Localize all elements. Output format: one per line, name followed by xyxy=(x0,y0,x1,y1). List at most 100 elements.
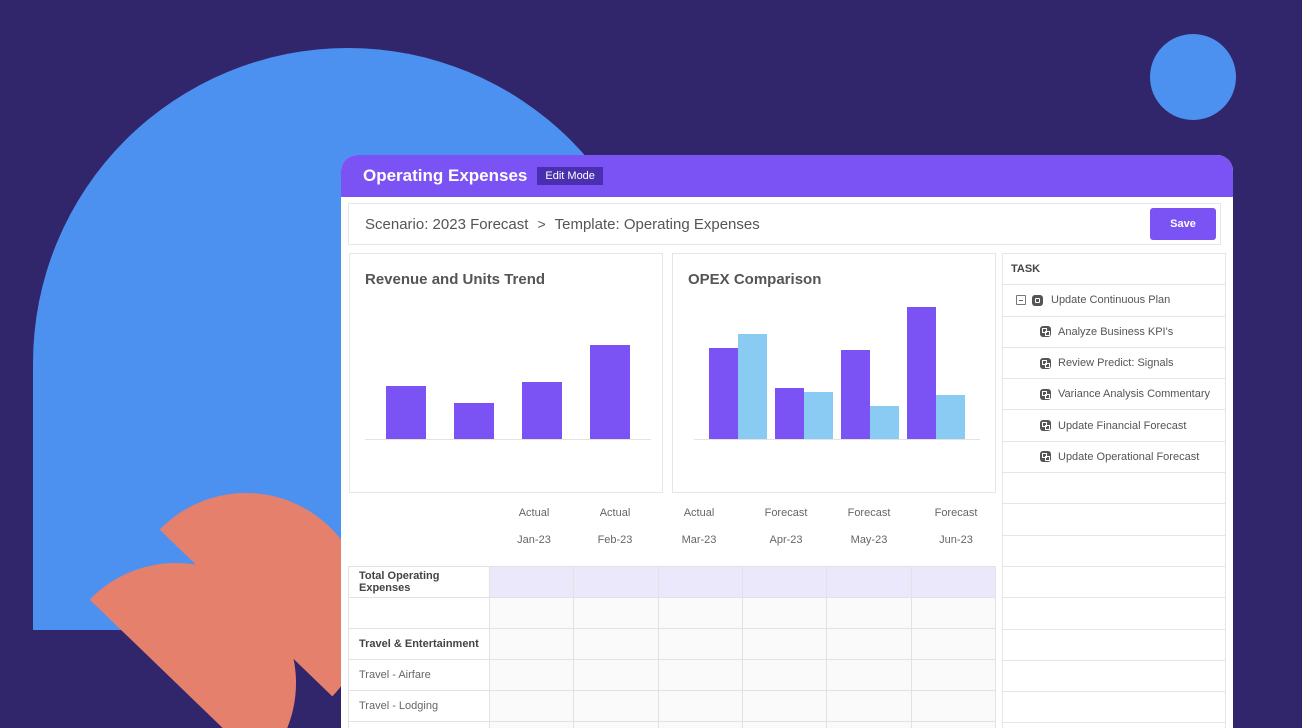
grid-cell[interactable] xyxy=(741,659,828,691)
chart-bar[interactable] xyxy=(454,403,494,439)
column-period: Feb-23 xyxy=(597,534,633,546)
table-row: Travel - Airfare xyxy=(348,659,997,691)
row-label: Travel - Lodging xyxy=(348,690,490,722)
grid-cell[interactable] xyxy=(488,628,575,660)
task-item[interactable]: Review Predict: Signals xyxy=(1003,348,1225,380)
subtask-icon xyxy=(1040,326,1051,338)
grid-cell[interactable] xyxy=(573,659,659,691)
grid-cell[interactable] xyxy=(826,659,912,691)
breadcrumb-template[interactable]: Template: Operating Expenses xyxy=(554,215,760,233)
grid-cell[interactable] xyxy=(573,721,659,728)
page-title: Operating Expenses xyxy=(363,166,528,185)
app-window: Operating Expenses Edit Mode Scenario: 2… xyxy=(341,155,1233,728)
grid-cell[interactable] xyxy=(741,566,828,598)
grid-cell[interactable] xyxy=(573,566,659,598)
column-type: Forecast xyxy=(934,507,978,519)
chart-bar[interactable] xyxy=(590,345,630,439)
grid-cell[interactable] xyxy=(657,566,743,598)
task-panel-header: TASK xyxy=(1003,254,1225,286)
task-empty-row xyxy=(1003,723,1225,728)
task-item[interactable]: Analyze Business KPI's xyxy=(1003,317,1225,348)
breadcrumb-separator: > xyxy=(537,216,546,232)
grid-cell[interactable] xyxy=(826,721,912,728)
grid-cell[interactable] xyxy=(657,659,743,691)
chart-bar[interactable] xyxy=(522,382,562,439)
chart-bar-series-b[interactable] xyxy=(804,392,833,439)
task-item-parent[interactable]: Update Continuous Plan xyxy=(1003,285,1225,317)
chart-bar-series-b[interactable] xyxy=(870,406,899,439)
grid-cell[interactable] xyxy=(573,628,659,660)
table-row: Travel - Lodging xyxy=(348,690,997,722)
task-label: Update Operational Forecast xyxy=(1058,450,1200,463)
chart-bar-series-a[interactable] xyxy=(775,388,804,439)
column-period: Jan-23 xyxy=(517,534,551,546)
task-empty-row xyxy=(1003,630,1225,661)
task-empty-row xyxy=(1003,598,1225,630)
row-label: Travel & Entertainment xyxy=(348,628,490,660)
column-header: Actual Mar-23 xyxy=(657,500,741,554)
opex-grid: Total Operating Expenses Travel & Entert… xyxy=(348,566,997,728)
chart-bar-series-a[interactable] xyxy=(841,350,870,439)
table-row: Travel & Entertainment xyxy=(348,628,997,660)
task-label: Variance Analysis Commentary xyxy=(1058,388,1211,401)
column-header: Actual Jan-23 xyxy=(492,500,576,554)
task-item[interactable]: Variance Analysis Commentary xyxy=(1003,379,1225,411)
task-empty-row xyxy=(1003,473,1225,505)
column-header: Forecast Apr-23 xyxy=(744,500,828,554)
chart-bar-series-b[interactable] xyxy=(738,334,767,439)
column-period: Apr-23 xyxy=(769,534,803,546)
task-item[interactable]: Update Operational Forecast xyxy=(1003,442,1225,474)
grid-cell[interactable] xyxy=(657,597,743,629)
table-row xyxy=(348,721,997,728)
chart-bar-series-a[interactable] xyxy=(709,348,738,439)
grid-cell[interactable] xyxy=(657,690,743,722)
grid-cell[interactable] xyxy=(910,659,997,691)
edit-mode-badge: Edit Mode xyxy=(537,167,603,185)
column-type: Actual xyxy=(599,507,631,519)
grid-cell[interactable] xyxy=(488,597,575,629)
background-circle-shape xyxy=(1150,34,1236,120)
grid-cell[interactable] xyxy=(910,628,997,660)
task-item[interactable]: Update Financial Forecast xyxy=(1003,410,1225,442)
grid-cell[interactable] xyxy=(826,566,912,598)
grid-cell[interactable] xyxy=(826,690,912,722)
collapse-icon[interactable] xyxy=(1016,295,1026,306)
task-label: Analyze Business KPI's xyxy=(1058,325,1174,338)
task-label: Review Predict: Signals xyxy=(1058,357,1174,370)
grid-cell[interactable] xyxy=(573,597,659,629)
grid-cell[interactable] xyxy=(910,597,997,629)
grid-cell[interactable] xyxy=(488,690,575,722)
grid-cell[interactable] xyxy=(573,690,659,722)
task-label: Update Continuous Plan xyxy=(1051,294,1171,307)
grid-cell[interactable] xyxy=(826,597,912,629)
breadcrumb: Scenario: 2023 Forecast > Template: Oper… xyxy=(348,203,1221,245)
grid-cell[interactable] xyxy=(657,628,743,660)
breadcrumb-scenario[interactable]: Scenario: 2023 Forecast xyxy=(365,215,529,233)
grid-cell[interactable] xyxy=(488,659,575,691)
grid-cell[interactable] xyxy=(826,628,912,660)
column-type: Actual xyxy=(518,507,550,519)
grid-cell[interactable] xyxy=(488,721,575,728)
task-empty-row xyxy=(1003,567,1225,599)
row-label xyxy=(348,597,490,629)
chart-bar[interactable] xyxy=(386,386,426,439)
chart-bar-series-a[interactable] xyxy=(907,307,936,439)
column-header: Forecast May-23 xyxy=(827,500,911,554)
grid-cell[interactable] xyxy=(910,721,997,728)
save-button[interactable]: Save xyxy=(1150,208,1216,240)
subtask-icon xyxy=(1040,357,1051,369)
grid-cell[interactable] xyxy=(741,628,828,660)
grid-cell[interactable] xyxy=(741,690,828,722)
grid-cell[interactable] xyxy=(741,721,828,728)
table-row-total: Total Operating Expenses xyxy=(348,566,997,598)
grid-cell[interactable] xyxy=(488,566,575,598)
task-empty-row xyxy=(1003,692,1225,724)
plan-icon xyxy=(1032,294,1043,306)
task-empty-row xyxy=(1003,504,1225,536)
grid-cell[interactable] xyxy=(741,597,828,629)
grid-cell[interactable] xyxy=(657,721,743,728)
grid-cell[interactable] xyxy=(910,566,997,598)
chart-bar-series-b[interactable] xyxy=(936,395,965,439)
column-type: Actual xyxy=(683,507,715,519)
grid-cell[interactable] xyxy=(910,690,997,722)
